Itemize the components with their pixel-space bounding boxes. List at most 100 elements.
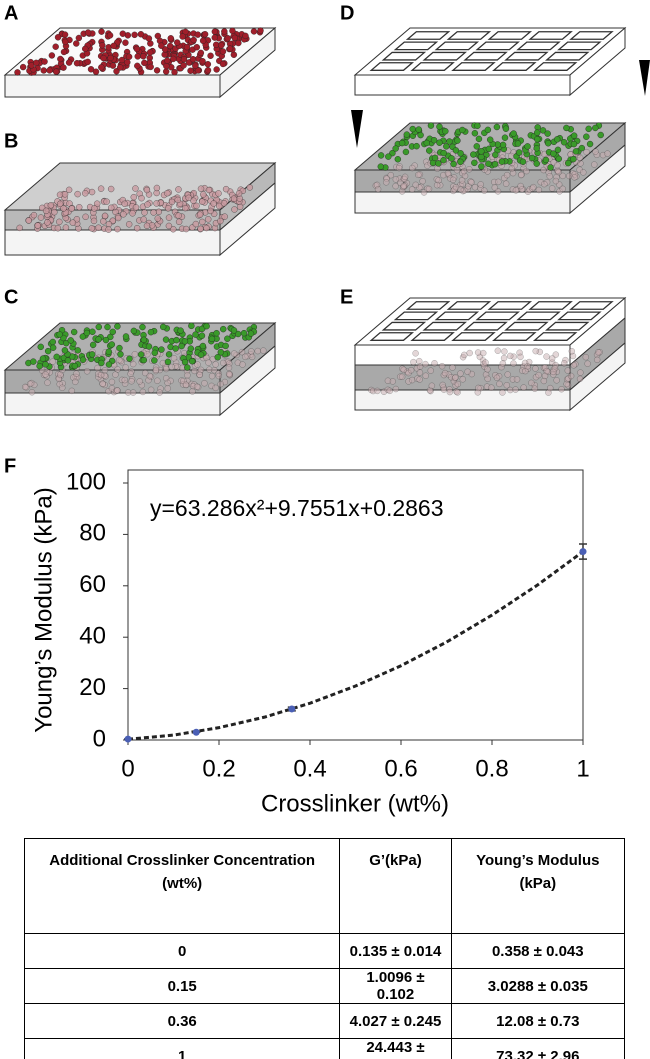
bead bbox=[170, 226, 177, 233]
bead bbox=[592, 124, 599, 132]
bead bbox=[571, 174, 578, 181]
bead bbox=[224, 35, 232, 42]
bead bbox=[60, 205, 67, 212]
bead bbox=[220, 200, 228, 207]
bead bbox=[559, 172, 566, 180]
bead bbox=[584, 360, 591, 367]
bead bbox=[563, 380, 570, 388]
bead bbox=[510, 130, 517, 137]
bead bbox=[118, 56, 126, 64]
bead bbox=[164, 379, 171, 387]
bead bbox=[254, 347, 261, 355]
bead bbox=[567, 372, 575, 380]
bead bbox=[513, 376, 521, 383]
bead bbox=[528, 379, 535, 387]
bead bbox=[98, 64, 105, 71]
bead bbox=[558, 386, 565, 393]
bead bbox=[119, 30, 126, 37]
bead bbox=[417, 131, 424, 139]
bead bbox=[37, 214, 45, 221]
bead bbox=[541, 180, 548, 188]
table-cell: 0.358 ± 0.043 bbox=[450, 933, 626, 969]
bead bbox=[440, 156, 447, 164]
bead bbox=[452, 183, 460, 191]
bead bbox=[517, 182, 524, 190]
bead bbox=[97, 185, 105, 192]
bead bbox=[140, 53, 147, 60]
bead bbox=[152, 366, 160, 374]
bead bbox=[146, 49, 154, 56]
bead bbox=[208, 372, 216, 380]
bead bbox=[28, 389, 36, 396]
bead bbox=[30, 358, 37, 365]
bead bbox=[219, 48, 227, 55]
bead bbox=[426, 147, 433, 154]
bead bbox=[485, 145, 493, 153]
bead bbox=[170, 55, 177, 63]
bead bbox=[218, 42, 225, 49]
bead bbox=[503, 382, 510, 389]
x-tick-label: 0.6 bbox=[384, 755, 417, 782]
bead bbox=[591, 161, 598, 168]
bead bbox=[146, 372, 153, 380]
bead bbox=[246, 184, 253, 191]
bead bbox=[448, 155, 455, 162]
bead bbox=[454, 389, 461, 396]
bead bbox=[164, 205, 172, 212]
bead bbox=[436, 139, 443, 146]
bead bbox=[554, 162, 561, 169]
bead bbox=[211, 366, 218, 374]
bead bbox=[59, 384, 66, 391]
bead bbox=[412, 181, 419, 189]
bead bbox=[115, 214, 122, 222]
bead bbox=[98, 359, 105, 367]
bead bbox=[235, 190, 243, 197]
bead bbox=[129, 389, 137, 396]
bead bbox=[128, 378, 135, 385]
bead bbox=[182, 28, 189, 36]
bead bbox=[409, 164, 416, 172]
bead bbox=[61, 191, 69, 198]
bead bbox=[545, 140, 552, 147]
bead bbox=[491, 161, 499, 168]
bead bbox=[205, 359, 212, 366]
bead bbox=[560, 360, 568, 367]
bead bbox=[210, 200, 217, 207]
bead bbox=[114, 323, 121, 330]
x-tick-label: 0 bbox=[121, 755, 134, 782]
bead bbox=[422, 372, 429, 379]
bead bbox=[434, 165, 441, 172]
bead bbox=[433, 181, 441, 189]
grid-cell bbox=[463, 321, 508, 331]
bead bbox=[144, 201, 151, 208]
bead bbox=[582, 353, 590, 361]
bead bbox=[515, 149, 523, 156]
bead bbox=[533, 145, 540, 152]
bead bbox=[105, 348, 112, 355]
bead bbox=[440, 149, 447, 157]
bead bbox=[585, 125, 592, 133]
bead bbox=[436, 123, 443, 130]
bead bbox=[392, 176, 400, 183]
grid-cell bbox=[475, 41, 520, 51]
bead bbox=[122, 333, 130, 340]
bead bbox=[386, 387, 393, 395]
bead bbox=[30, 211, 38, 219]
bead bbox=[229, 27, 236, 35]
bead bbox=[470, 151, 477, 158]
bead bbox=[517, 171, 525, 179]
bead bbox=[99, 380, 106, 388]
bead bbox=[514, 140, 522, 147]
bead bbox=[153, 184, 161, 192]
bead bbox=[230, 195, 238, 202]
bead bbox=[179, 33, 186, 40]
grid-cell bbox=[516, 41, 561, 51]
bead bbox=[100, 218, 107, 225]
bead bbox=[400, 366, 407, 374]
bead bbox=[42, 207, 50, 214]
x-tick-label: 0.2 bbox=[202, 755, 235, 782]
bead bbox=[217, 217, 224, 225]
grid-cell bbox=[463, 51, 508, 61]
bead bbox=[171, 68, 178, 76]
bead bbox=[132, 185, 139, 192]
